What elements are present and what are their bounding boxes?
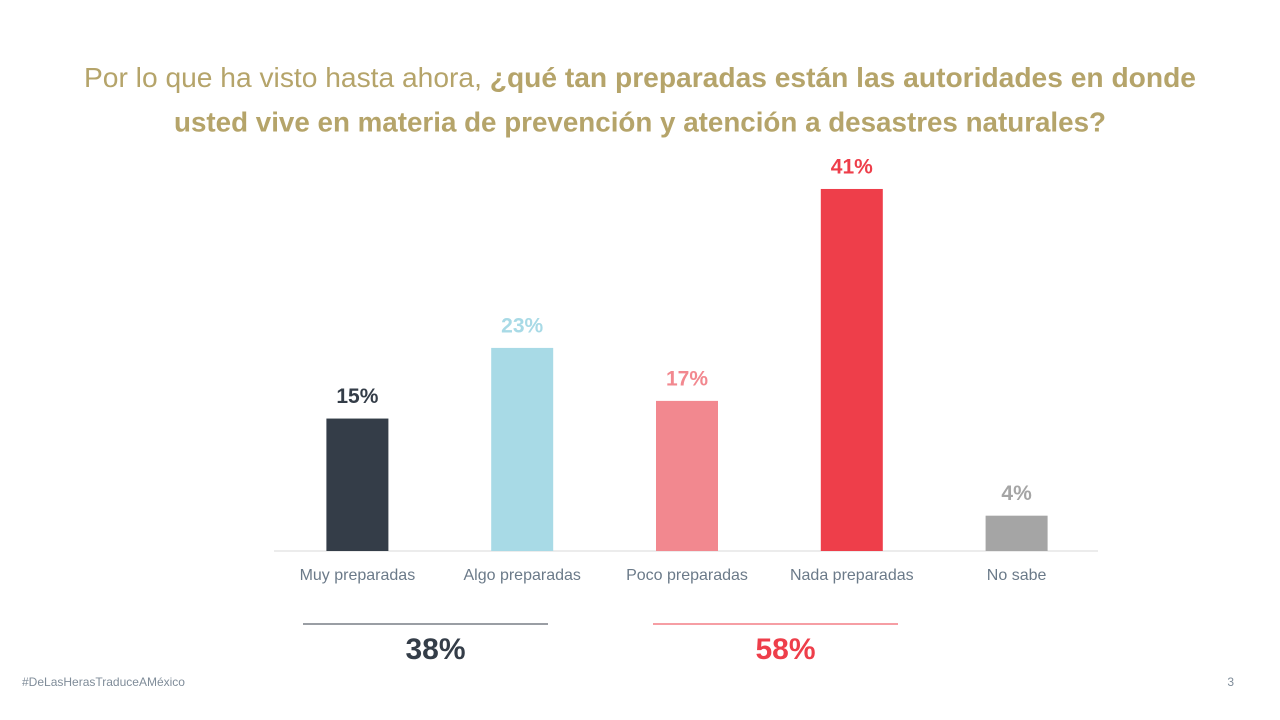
bar	[326, 418, 389, 551]
value-label: 17%	[666, 367, 708, 390]
bar	[656, 400, 718, 551]
x-tick-label: No sabe	[987, 567, 1047, 584]
x-tick-label: Poco preparadas	[626, 567, 748, 584]
title-question: usted vive en materia de prevención y at…	[174, 106, 1106, 137]
group-total: 58%	[755, 633, 815, 666]
title-lead: Por lo que ha visto hasta ahora,	[84, 62, 482, 93]
x-tick-label: Nada preparadas	[790, 567, 914, 584]
bar	[985, 515, 1048, 551]
value-label: 41%	[831, 156, 873, 179]
value-label: 4%	[1001, 482, 1032, 505]
bar	[491, 347, 554, 551]
bar	[820, 188, 883, 551]
value-label: 15%	[336, 385, 378, 408]
value-label: 23%	[501, 314, 543, 337]
footer-hashtag: #DeLasHerasTraduceAMéxico	[22, 675, 185, 689]
x-tick-label: Muy preparadas	[300, 567, 416, 584]
page-number: 3	[1227, 675, 1234, 689]
x-tick-label: Algo preparadas	[463, 567, 580, 584]
group-total: 38%	[405, 633, 465, 666]
title-question: ¿qué tan preparadas están las autoridade…	[490, 62, 1196, 93]
chart-title: Por lo que ha visto hasta ahora, ¿qué ta…	[84, 62, 1196, 93]
